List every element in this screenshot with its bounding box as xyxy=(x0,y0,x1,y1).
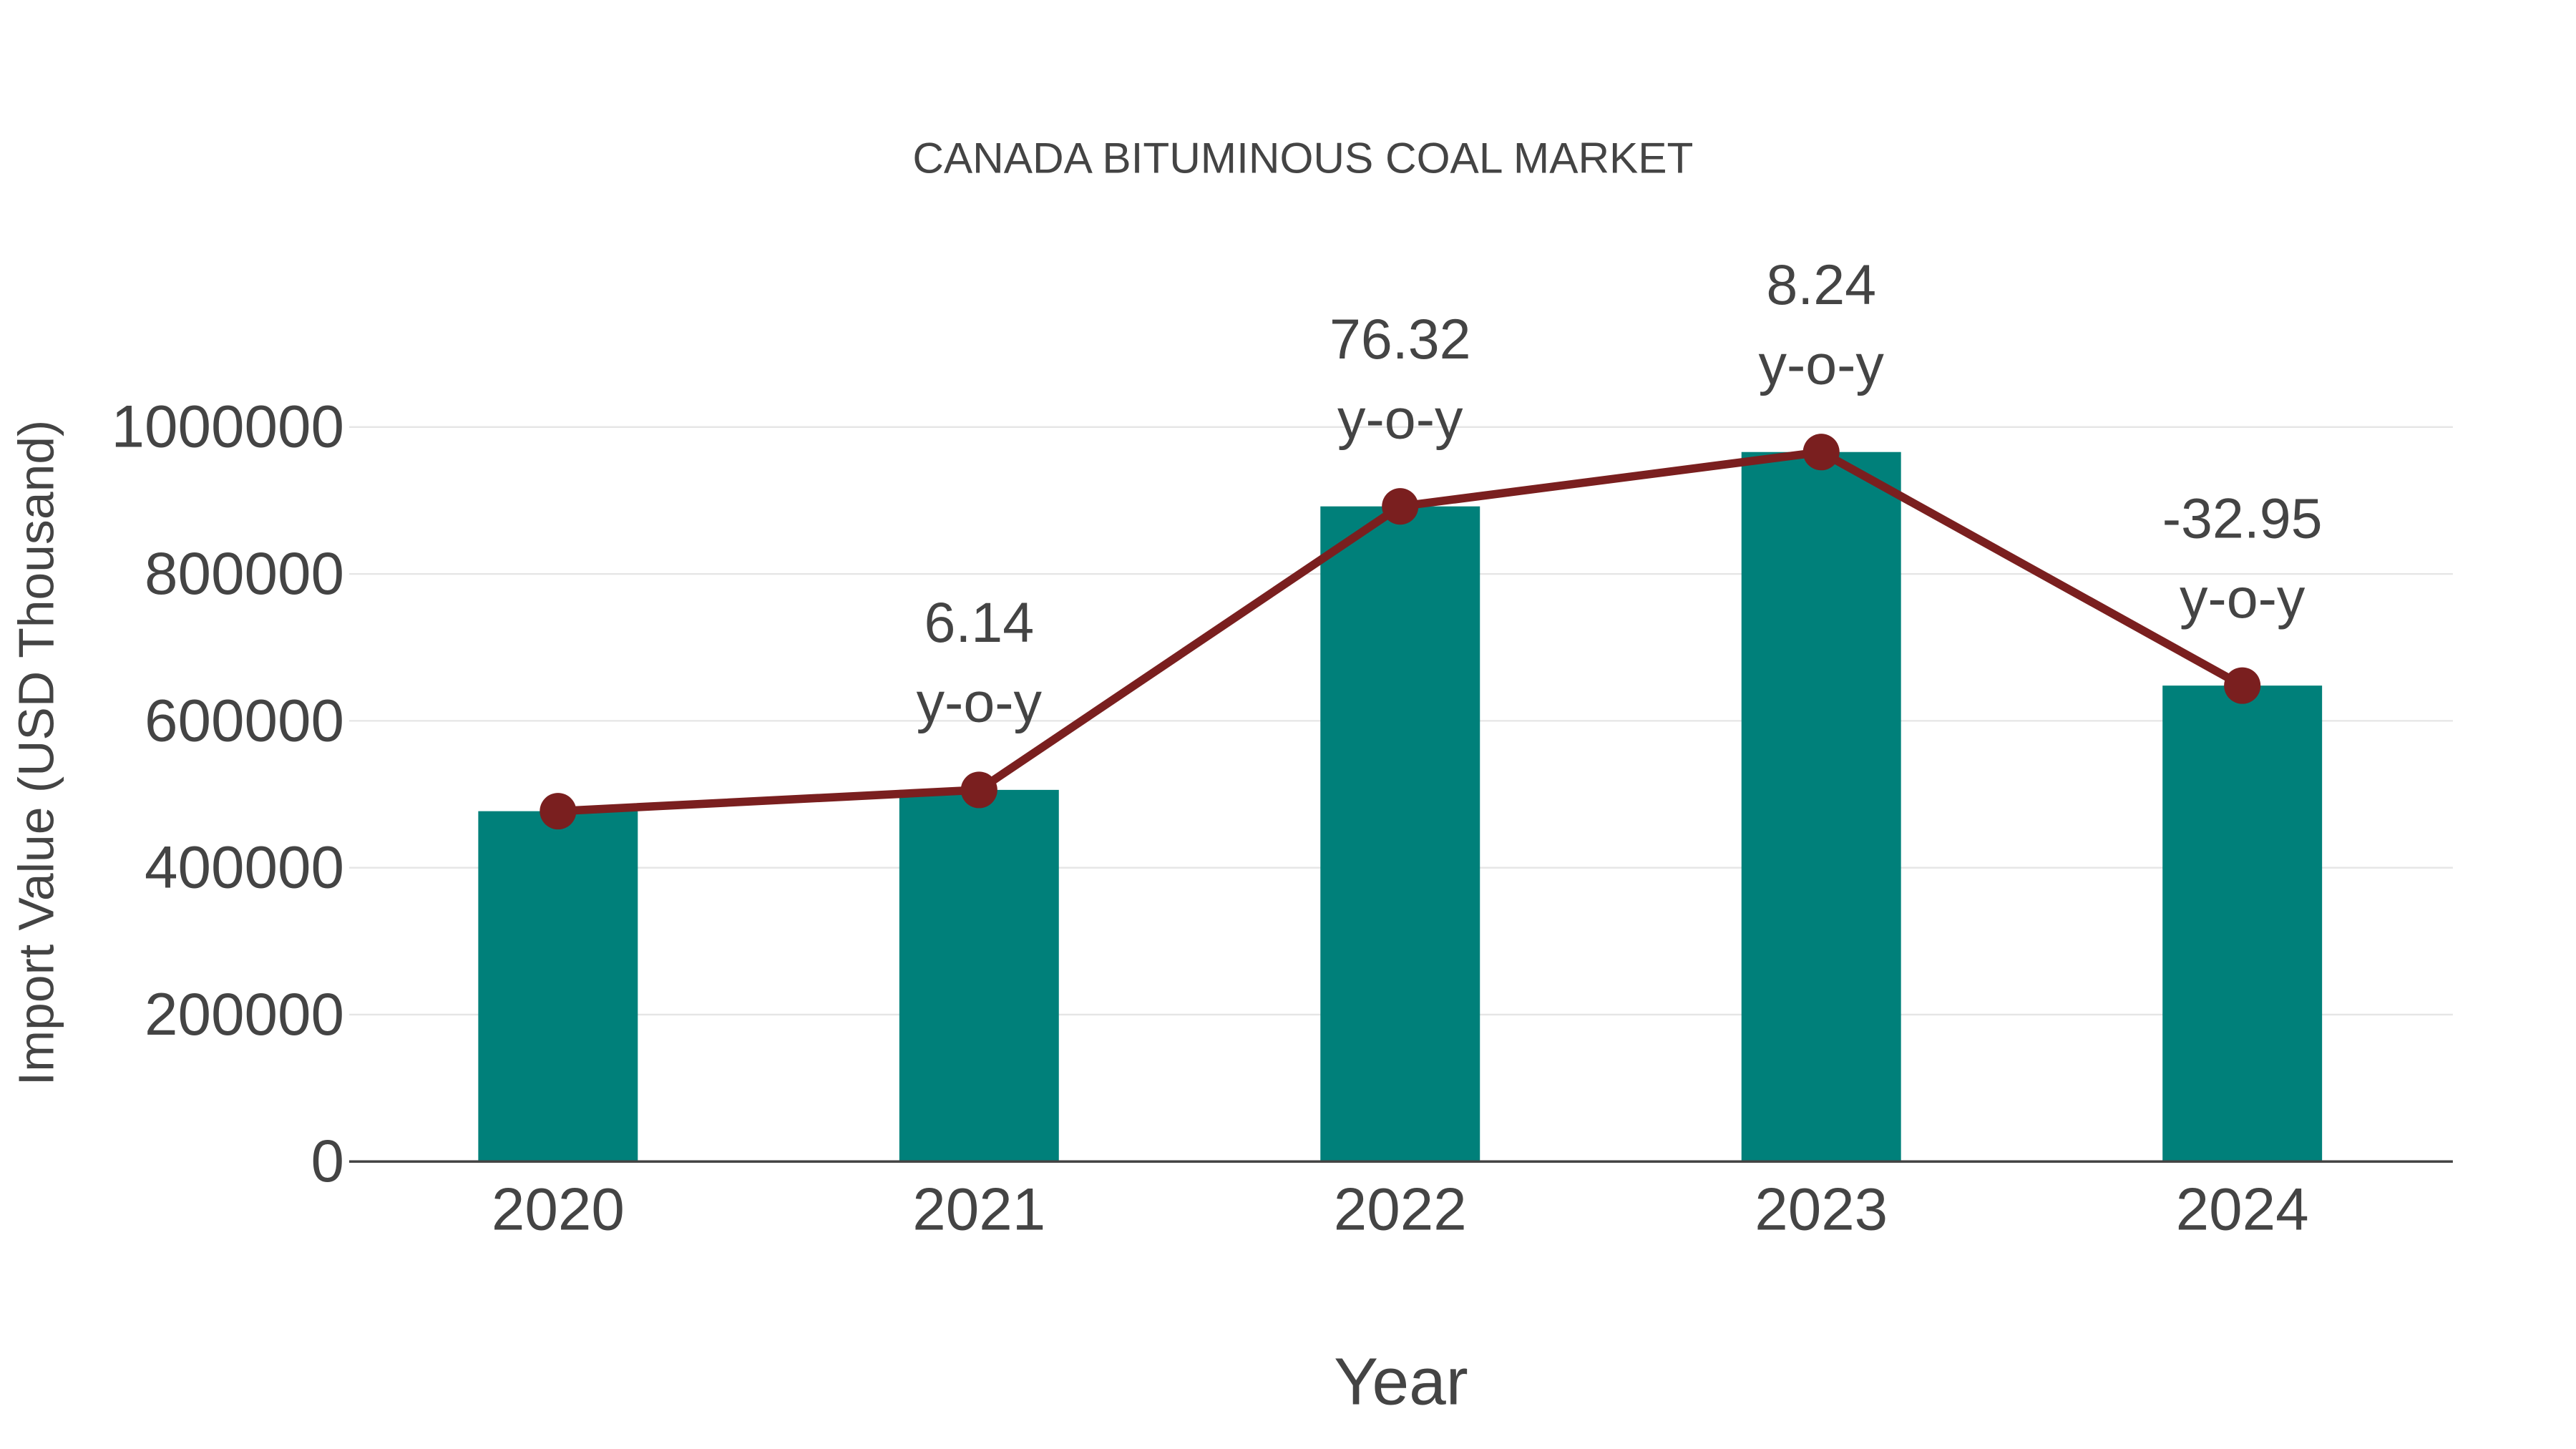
y-tick-label: 0 xyxy=(311,1127,343,1194)
chart-title: CANADA BITUMINOUS COAL MARKET xyxy=(912,134,1693,182)
y-tick-label: 1000000 xyxy=(112,393,344,460)
x-tick-label: 2023 xyxy=(1755,1175,1888,1242)
bar-2023 xyxy=(1741,452,1901,1162)
bar-2021 xyxy=(899,789,1059,1162)
x-tick-label: 2021 xyxy=(912,1175,1045,1242)
yoy-value-2024: -32.95 xyxy=(2162,487,2323,550)
trend-point-2022 xyxy=(1382,488,1419,525)
bar-2020 xyxy=(478,811,638,1162)
yoy-value-2021: 6.14 xyxy=(924,591,1034,654)
yoy-value-2022: 76.32 xyxy=(1330,308,1471,371)
x-axis-title: Year xyxy=(1334,1344,1468,1418)
yoy-label-2023: y-o-y xyxy=(1758,333,1884,396)
y-tick-label: 200000 xyxy=(145,980,344,1048)
x-tick-label: 2024 xyxy=(2176,1175,2309,1242)
y-tick-label: 600000 xyxy=(145,686,344,753)
bar-2022 xyxy=(1320,506,1480,1162)
trend-point-2023 xyxy=(1802,434,1840,471)
yoy-value-2023: 8.24 xyxy=(1766,253,1876,316)
x-tick-label: 2022 xyxy=(1334,1175,1467,1242)
trend-point-2021 xyxy=(960,771,997,809)
y-axis-title: Import Value (USD Thousand) xyxy=(9,420,64,1085)
yoy-label-2021: y-o-y xyxy=(917,671,1043,734)
y-tick-label: 800000 xyxy=(145,540,344,607)
yoy-label-2022: y-o-y xyxy=(1337,387,1463,450)
y-tick-label: 400000 xyxy=(145,834,344,901)
trend-point-2020 xyxy=(540,793,577,830)
bar-2024 xyxy=(2162,686,2323,1162)
x-tick-label: 2020 xyxy=(492,1175,625,1242)
trend-point-2024 xyxy=(2224,667,2261,704)
yoy-label-2024: y-o-y xyxy=(2180,567,2306,630)
